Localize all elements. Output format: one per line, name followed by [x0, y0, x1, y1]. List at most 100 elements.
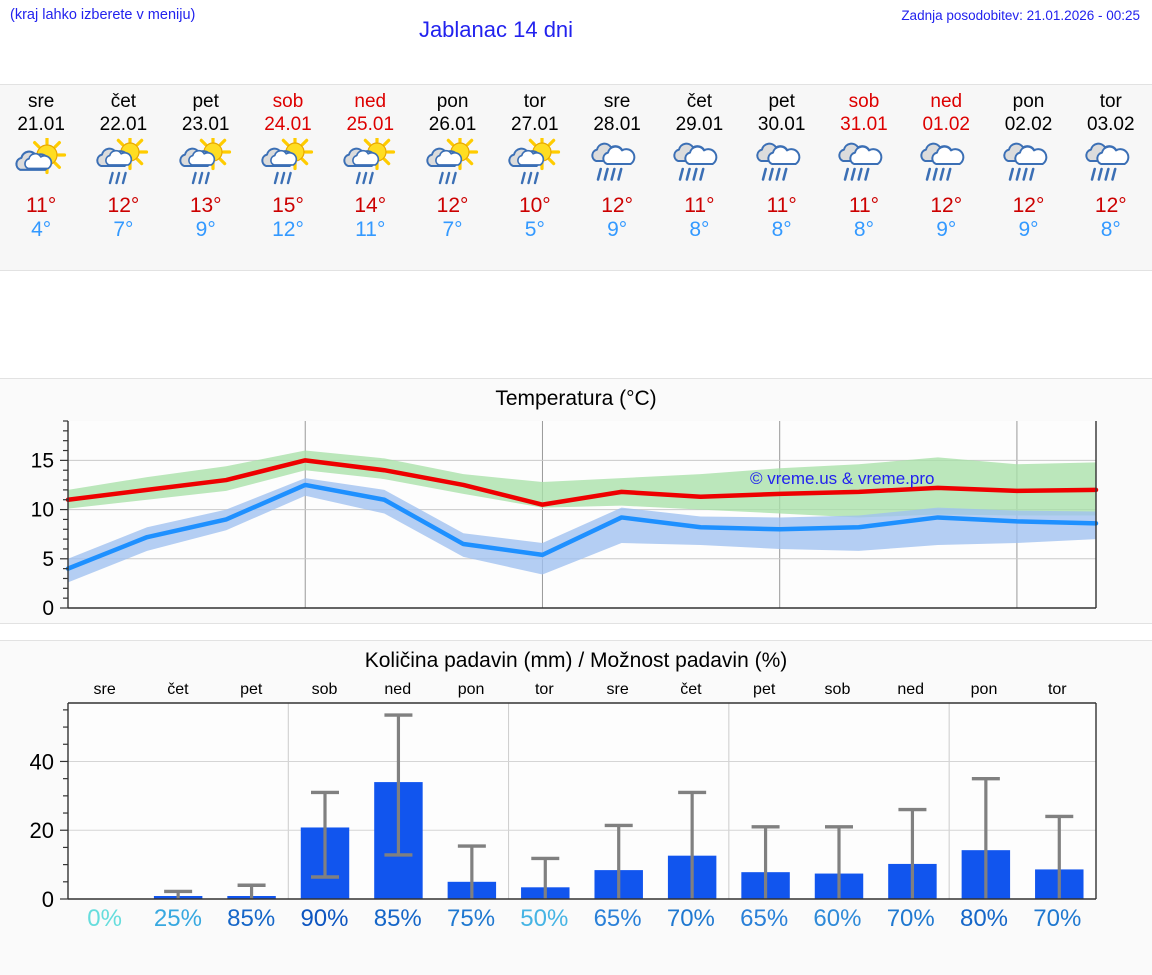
precipitation-day-label: čet: [680, 681, 702, 698]
day-name: sre: [27, 91, 55, 112]
cloud-rain-icon: [833, 138, 895, 193]
low-temperature: 8°: [689, 218, 710, 241]
high-temperature: 11°: [684, 194, 715, 217]
day-date: 28.01: [593, 114, 641, 135]
low-temperature: 11°: [355, 218, 386, 241]
y-axis-tick-label: 10: [31, 499, 54, 522]
day-name: čet: [686, 91, 713, 112]
sun-cloud-rain-icon: [504, 138, 566, 193]
day-name: ned: [930, 91, 963, 112]
precipitation-chart-title: Količina padavin (mm) / Možnost padavin …: [364, 649, 788, 672]
day-name: sre: [603, 91, 631, 112]
precipitation-probability: 85%: [227, 905, 276, 932]
daily-forecast-strip: sre 21.01 11° 4° čet 22.01 12° 7° pet 23.01 13° 9° s…: [0, 84, 1152, 271]
precipitation-error-bar: [311, 790, 339, 879]
precipitation-probability: 0%: [87, 905, 122, 932]
high-temperature: 12°: [930, 194, 963, 217]
precipitation-error-bar: [1045, 814, 1074, 899]
low-temperature: 4°: [31, 218, 52, 241]
precipitation-probability: 75%: [447, 905, 496, 932]
forecast-day-column[interactable]: ned 01.02 12° 9°: [905, 85, 987, 270]
precipitation-chart-panel: Količina padavin (mm) / Možnost padavin …: [0, 640, 1152, 975]
low-temperature: 7°: [442, 218, 463, 241]
precipitation-day-label: pon: [457, 681, 485, 698]
forecast-day-column[interactable]: sob 31.01 11° 8°: [823, 85, 905, 270]
sun-cloud-rain-icon: [92, 138, 154, 193]
forecast-day-column[interactable]: pet 30.01 11° 8°: [741, 85, 823, 270]
high-temperature: 12°: [601, 194, 633, 217]
precipitation-probability: 90%: [300, 905, 349, 932]
day-date: 25.01: [346, 114, 395, 135]
day-name: sob: [848, 91, 880, 112]
day-name: čet: [110, 91, 137, 112]
high-temperature: 11°: [26, 194, 57, 217]
forecast-day-column[interactable]: pon 02.02 12° 9°: [987, 85, 1069, 270]
sun-cloud-icon: [10, 138, 72, 193]
precipitation-error-bar: [678, 790, 707, 899]
precipitation-probability: 65%: [740, 905, 789, 932]
day-name: tor: [1099, 91, 1122, 112]
precipitation-error-bar: [898, 807, 927, 899]
day-date: 29.01: [675, 114, 724, 135]
sun-cloud-rain-icon: [422, 138, 484, 193]
forecast-day-column[interactable]: tor 03.02 12° 8°: [1070, 85, 1152, 270]
cloud-rain-icon: [1080, 138, 1142, 193]
cloud-rain-icon: [668, 138, 730, 193]
precipitation-error-bar: [971, 776, 1000, 899]
precipitation-day-labels: sre čet pet sob ned pon tor sre čet pet sob ned pon t…: [0, 681, 1152, 705]
y-axis-tick-label: 5: [42, 548, 54, 571]
precipitation-probability: 70%: [666, 905, 715, 932]
forecast-day-column[interactable]: ned 25.01 14° 11°: [329, 85, 411, 270]
high-temperature: 10°: [518, 194, 551, 217]
high-temperature: 12°: [1094, 194, 1127, 217]
precipitation-error-bar: [384, 713, 413, 857]
cloud-rain-icon: [998, 138, 1060, 193]
day-name: ned: [354, 91, 387, 112]
precipitation-error-bar: [237, 883, 266, 899]
forecast-day-column[interactable]: sre 21.01 11° 4°: [0, 85, 82, 270]
high-temperature: 11°: [766, 194, 797, 217]
forecast-day-column[interactable]: pet 23.01 13° 9°: [165, 85, 247, 270]
precipitation-error-bar: [164, 889, 193, 899]
day-date: 31.01: [840, 114, 888, 135]
precipitation-probability: 70%: [1033, 905, 1082, 932]
day-date: 22.01: [99, 114, 148, 135]
high-temperature: 15°: [272, 194, 304, 217]
cloud-rain-icon: [915, 138, 977, 193]
forecast-day-column[interactable]: čet 29.01 11° 8°: [658, 85, 740, 270]
page-header: (kraj lahko izberete v meniju) Jablanac …: [0, 0, 1152, 62]
precipitation-day-label: sre: [606, 681, 629, 698]
sun-cloud-rain-icon: [339, 138, 401, 193]
forecast-day-column[interactable]: sob 24.01 15° 12°: [247, 85, 329, 270]
day-name: tor: [523, 91, 546, 112]
forecast-day-column[interactable]: čet 22.01 12° 7°: [82, 85, 164, 270]
precipitation-error-bar: [457, 844, 486, 899]
low-temperature: 5°: [524, 218, 545, 241]
precipitation-day-label: sob: [824, 681, 851, 698]
day-date: 01.02: [922, 114, 970, 135]
forecast-day-column[interactable]: pon 26.01 12° 7°: [411, 85, 493, 270]
precipitation-error-bar: [604, 823, 633, 899]
day-date: 30.01: [757, 114, 806, 135]
precipitation-day-label: pon: [970, 681, 998, 698]
temperature-chart: 0 5 10 15 © vreme.us & vreme.pro: [31, 420, 1099, 620]
temperature-chart-panel: Temperatura (°C) 0 5 10 15 © vreme.us & vrem…: [0, 378, 1152, 624]
precipitation-probability: 60%: [813, 905, 862, 932]
precipitation-day-label: sob: [311, 681, 338, 698]
precipitation-day-label: ned: [384, 681, 412, 698]
high-temperature: 13°: [189, 194, 222, 217]
low-temperature: 8°: [771, 218, 792, 241]
day-name: pet: [192, 91, 219, 112]
y-axis-tick-label: 20: [30, 818, 54, 843]
day-date: 03.02: [1087, 114, 1135, 135]
precipitation-day-label: tor: [1047, 681, 1067, 698]
precipitation-chart: 0 20 40: [30, 702, 1097, 912]
precipitation-probability: 70%: [886, 905, 935, 932]
forecast-day-column[interactable]: tor 27.01 10° 5°: [494, 85, 576, 270]
forecast-day-column[interactable]: sre 28.01 12° 9°: [576, 85, 658, 270]
precipitation-day-label: pet: [753, 681, 776, 698]
precipitation-probability: 85%: [373, 905, 422, 932]
chart-watermark: © vreme.us & vreme.pro: [750, 469, 934, 488]
precipitation-error-bar: [531, 856, 560, 899]
